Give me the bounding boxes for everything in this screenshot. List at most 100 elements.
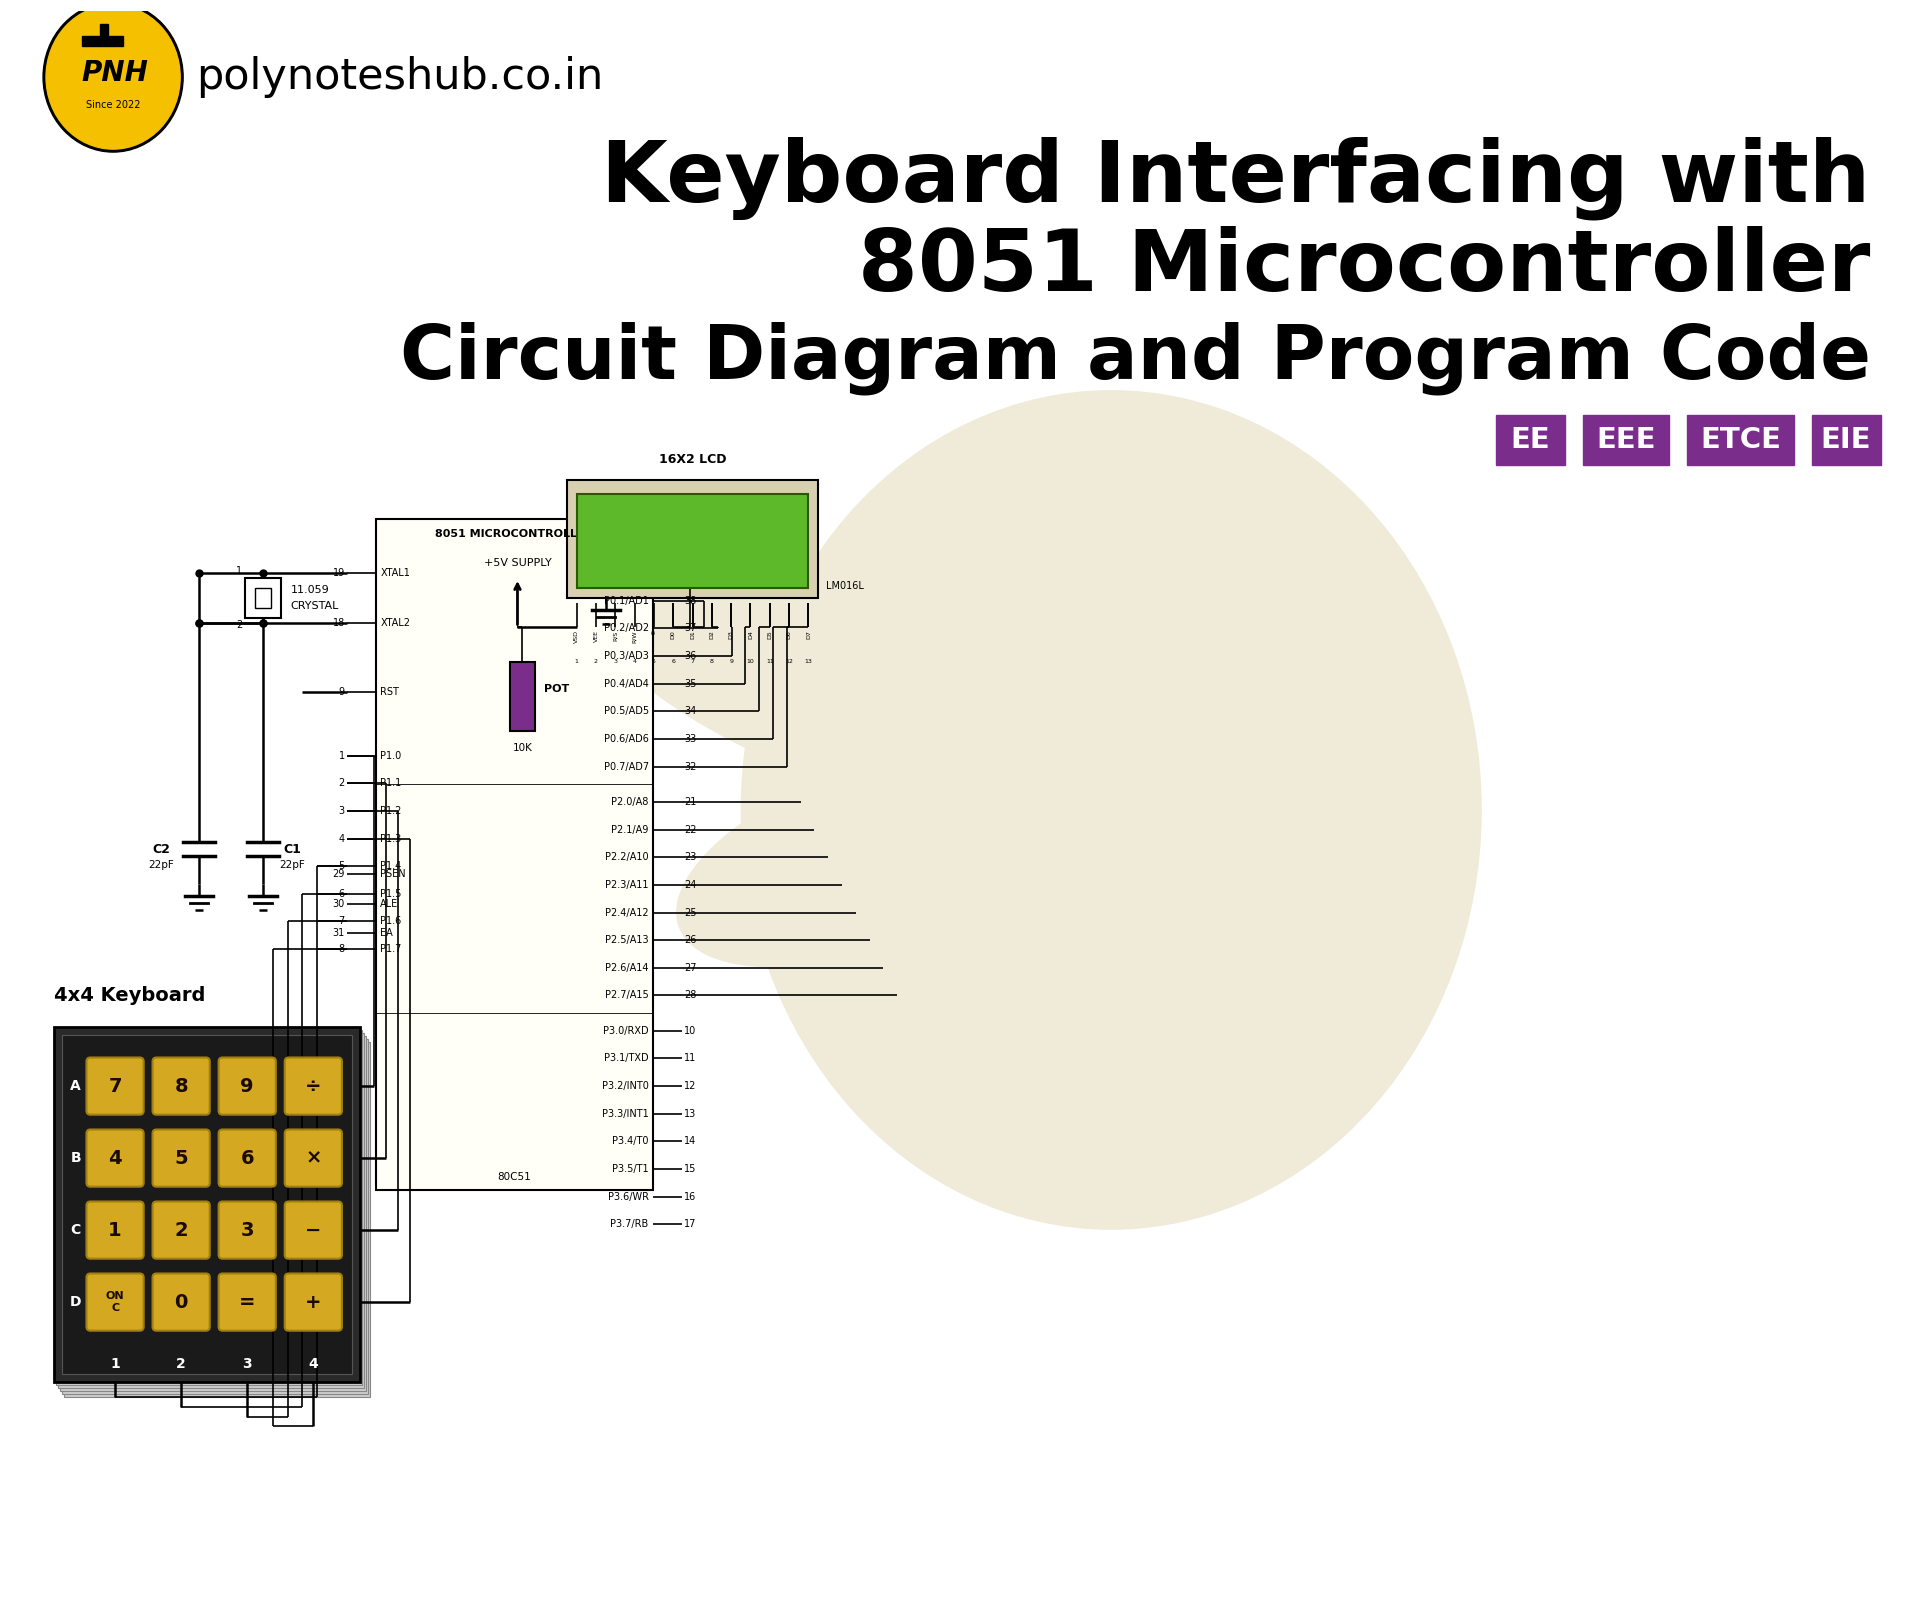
Bar (54, 1027, 359, 1381)
Bar (566, 480, 818, 597)
Text: 7: 7 (108, 1077, 121, 1095)
Text: 1: 1 (108, 1220, 121, 1240)
Text: 13: 13 (804, 658, 812, 663)
Text: 11: 11 (684, 1053, 697, 1064)
Bar (58, 1034, 363, 1388)
Bar (1688, 415, 1793, 465)
Text: P1.3: P1.3 (380, 834, 401, 844)
Text: 12: 12 (684, 1080, 697, 1092)
Bar (246, 578, 280, 618)
FancyBboxPatch shape (152, 1201, 209, 1259)
Text: 2: 2 (175, 1220, 188, 1240)
Text: 2: 2 (236, 620, 242, 630)
Text: VEE: VEE (593, 631, 599, 642)
Text: P2.3/A11: P2.3/A11 (605, 881, 649, 890)
Text: 9: 9 (730, 658, 733, 663)
Text: 27: 27 (684, 963, 697, 972)
Text: P2.5/A13: P2.5/A13 (605, 935, 649, 945)
FancyBboxPatch shape (86, 1130, 144, 1187)
Text: D3: D3 (730, 631, 733, 639)
Text: polynoteshub.co.in: polynoteshub.co.in (196, 56, 603, 98)
Text: =: = (238, 1293, 255, 1312)
Text: 37: 37 (684, 623, 697, 633)
Text: 8051 MICROCONTROLLER: 8051 MICROCONTROLLER (436, 528, 593, 539)
Text: 13: 13 (684, 1109, 697, 1119)
Text: P0.5/AD5: P0.5/AD5 (603, 707, 649, 716)
Text: 22: 22 (684, 824, 697, 834)
FancyBboxPatch shape (152, 1058, 209, 1114)
Bar (60, 1035, 365, 1391)
Bar (576, 494, 808, 588)
Text: 9: 9 (240, 1077, 253, 1095)
Text: 17: 17 (684, 1219, 697, 1228)
Text: B: B (71, 1151, 81, 1166)
Text: A: A (71, 1079, 81, 1093)
Text: +5V SUPPLY: +5V SUPPLY (484, 559, 551, 568)
Text: EE: EE (1511, 427, 1549, 454)
Text: 11: 11 (766, 658, 774, 663)
Text: 6: 6 (672, 658, 676, 663)
Text: D0: D0 (670, 631, 676, 639)
Ellipse shape (42, 2, 182, 151)
Text: 5: 5 (175, 1148, 188, 1167)
Text: P3.4/T0: P3.4/T0 (612, 1137, 649, 1146)
Text: P0.7/AD7: P0.7/AD7 (603, 762, 649, 771)
Text: 10: 10 (747, 658, 755, 663)
Text: 3: 3 (242, 1357, 252, 1372)
Text: 1: 1 (109, 1357, 119, 1372)
FancyBboxPatch shape (219, 1274, 276, 1331)
Text: P3.3/INT1: P3.3/INT1 (601, 1109, 649, 1119)
Bar (1582, 415, 1670, 465)
Text: D7: D7 (806, 631, 810, 639)
FancyBboxPatch shape (219, 1130, 276, 1187)
Text: P3.5/T1: P3.5/T1 (612, 1164, 649, 1174)
Text: 4x4 Keyboard: 4x4 Keyboard (54, 987, 205, 1005)
Text: 31: 31 (332, 929, 346, 939)
Text: 4: 4 (108, 1148, 121, 1167)
Text: 9: 9 (338, 686, 346, 697)
Text: P1.7: P1.7 (380, 943, 401, 955)
Text: 8: 8 (175, 1077, 188, 1095)
Text: 4: 4 (309, 1357, 319, 1372)
Text: XTAL2: XTAL2 (380, 618, 411, 628)
Text: P3.2/INT0: P3.2/INT0 (601, 1080, 649, 1092)
Text: 8: 8 (338, 943, 346, 955)
Text: 10: 10 (684, 1026, 697, 1035)
Text: 14: 14 (684, 1137, 697, 1146)
Text: P1.0: P1.0 (380, 750, 401, 760)
FancyBboxPatch shape (284, 1201, 342, 1259)
Text: 10K: 10K (513, 742, 532, 753)
Text: P3.6/WR: P3.6/WR (607, 1191, 649, 1201)
Text: 30: 30 (332, 898, 346, 908)
Text: +: + (305, 1293, 321, 1312)
FancyBboxPatch shape (86, 1274, 144, 1331)
Text: 38: 38 (684, 596, 697, 605)
Text: −: − (305, 1220, 321, 1240)
Text: PSEN: PSEN (380, 869, 405, 879)
Text: R/S: R/S (612, 631, 618, 641)
Text: XTAL1: XTAL1 (380, 568, 411, 578)
Text: P1.5: P1.5 (380, 889, 401, 898)
Text: 6: 6 (338, 889, 346, 898)
Text: P0.4/AD4: P0.4/AD4 (603, 679, 649, 689)
Text: P0.2/AD2: P0.2/AD2 (603, 623, 649, 633)
Text: C2: C2 (152, 844, 171, 857)
FancyBboxPatch shape (86, 1201, 144, 1259)
Text: 1: 1 (574, 658, 578, 663)
Text: P1.2: P1.2 (380, 807, 401, 816)
Text: VSD: VSD (574, 631, 580, 644)
Text: C1: C1 (284, 844, 301, 857)
Bar (56, 1030, 361, 1385)
Text: EEE: EEE (1596, 427, 1655, 454)
Text: P0.1/AD1: P0.1/AD1 (603, 596, 649, 605)
Text: PNH: PNH (83, 60, 148, 87)
FancyBboxPatch shape (219, 1201, 276, 1259)
FancyBboxPatch shape (284, 1274, 342, 1331)
Text: POT: POT (543, 684, 570, 694)
Text: ×: × (305, 1148, 321, 1167)
Bar (63, 1042, 369, 1397)
Text: P3.0/RXD: P3.0/RXD (603, 1026, 649, 1035)
Bar (61, 1038, 367, 1394)
Text: 36: 36 (684, 650, 697, 662)
Text: D5: D5 (768, 631, 772, 639)
